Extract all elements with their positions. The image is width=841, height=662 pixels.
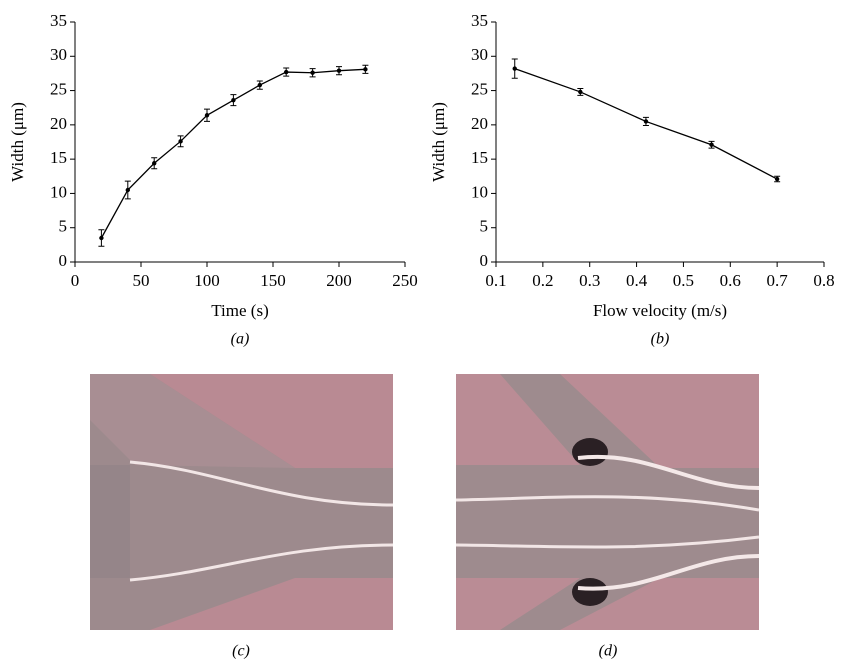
data-point [512,66,517,71]
y-axis-label: Width (μm) [8,102,27,182]
x-tick-label: 50 [133,271,150,290]
y-tick-label: 15 [471,148,488,167]
x-axis-label: Flow velocity (m/s) [593,301,727,320]
data-point [178,139,183,144]
caption: (d) [599,643,618,660]
y-tick-label: 30 [471,45,488,64]
y-tick-label: 35 [50,11,67,30]
y-tick-label: 0 [59,251,68,270]
y-tick-label: 5 [59,217,68,236]
y-tick-label: 20 [50,114,67,133]
x-tick-label: 150 [260,271,286,290]
x-tick-label: 0.7 [767,271,789,290]
x-tick-label: 200 [326,271,352,290]
data-point [709,142,714,147]
x-tick-label: 0.2 [532,271,553,290]
x-tick-label: 0.1 [485,271,506,290]
x-tick-label: 0.5 [673,271,694,290]
caption: (a) [231,331,250,348]
x-tick-label: 0.4 [626,271,648,290]
y-tick-label: 0 [480,251,489,270]
y-tick-label: 30 [50,45,67,64]
data-point [363,67,368,72]
x-tick-label: 0.6 [720,271,741,290]
data-point [284,69,289,75]
data-point [257,82,262,88]
data-point [231,97,236,103]
y-tick-label: 25 [471,79,488,98]
data-point [99,235,104,241]
data-point [204,113,210,118]
x-tick-label: 0.8 [813,271,834,290]
data-point [643,119,649,124]
caption: (c) [232,643,250,660]
data-point [774,176,780,182]
data-point [125,187,130,193]
y-axis-label: Width (μm) [429,102,448,182]
y-tick-label: 5 [480,217,489,236]
x-tick-label: 250 [392,271,418,290]
y-tick-label: 10 [471,182,488,201]
x-tick-label: 0 [71,271,80,290]
data-point [578,89,583,95]
data-point [336,68,342,73]
photo-c [90,374,393,630]
x-tick-label: 0.3 [579,271,600,290]
y-tick-label: 35 [471,11,488,30]
y-tick-label: 20 [471,114,488,133]
y-tick-label: 15 [50,148,67,167]
y-tick-label: 10 [50,182,67,201]
photo-d [456,374,759,630]
data-point [310,70,315,75]
data-point [152,161,157,166]
caption: (b) [651,331,670,348]
y-tick-label: 25 [50,79,67,98]
x-axis-label: Time (s) [211,301,268,320]
x-tick-label: 100 [194,271,220,290]
